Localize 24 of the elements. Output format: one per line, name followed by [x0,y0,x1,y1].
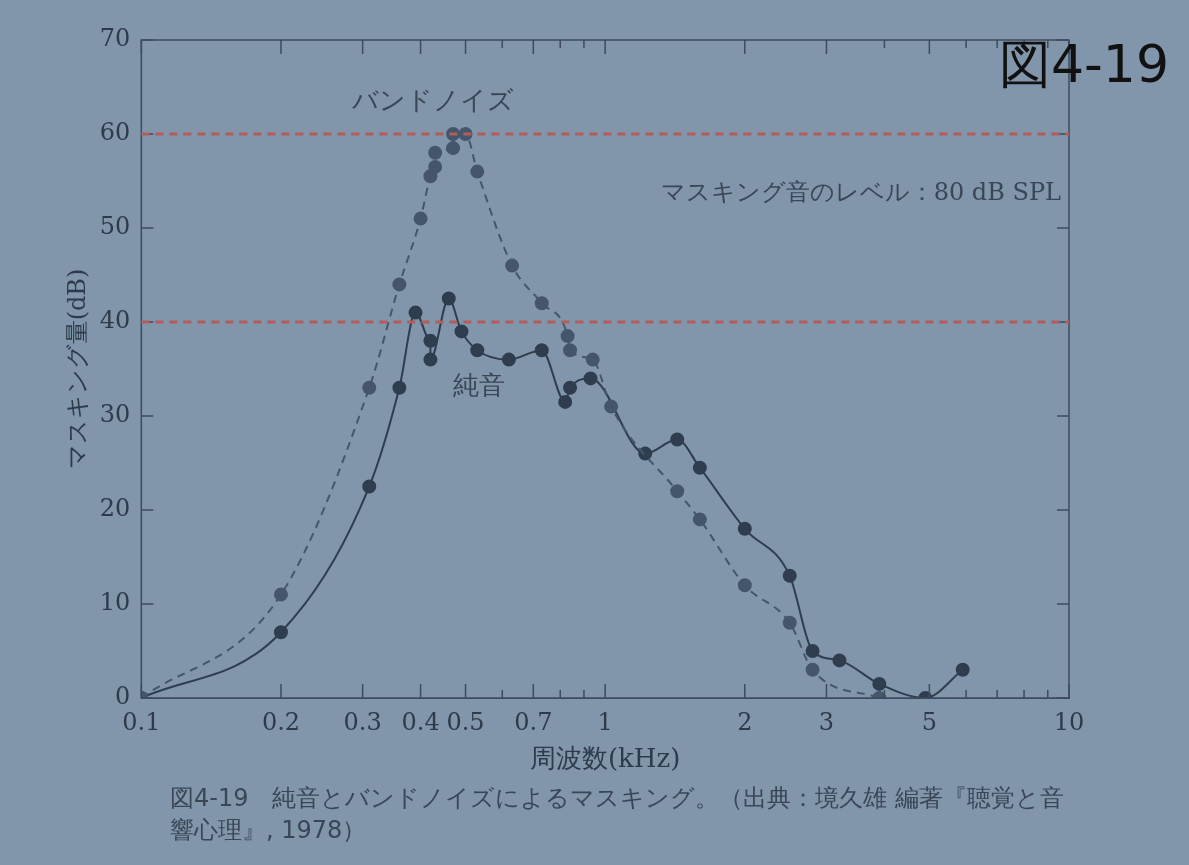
y-tick-label: 20 [99,494,131,523]
legend-label: バンドノイズ [351,85,515,115]
x-tick-label: 0.5 [446,707,485,736]
y-axis-title: マスキング量(dB) [62,268,91,470]
y-tick-label: 30 [99,400,131,429]
x-tick-label: 1 [597,707,613,736]
y-tick-label: 60 [99,118,131,147]
x-tick-label: 10 [1053,707,1085,736]
caption: 図4-19 純音とバンドノイズによるマスキング。（出典：境久雄 編著『聴覚と音響心理』, 1978） [170,783,1066,846]
x-axis-title: 周波数(kHz) [529,743,681,774]
x-tick-label: 0.7 [514,707,553,736]
chart-title: 図4-19 [998,33,1169,96]
x-tick-label: 5 [921,707,938,736]
series-label: 純音 [452,369,505,400]
annotation: マスキング音のレベル：80 dB SPL [660,178,1062,206]
y-tick-label: 50 [99,212,131,241]
x-tick-label: 0.4 [401,707,440,736]
x-tick-label: 0.3 [343,707,382,736]
y-tick-label: 40 [99,306,131,335]
y-tick-label: 10 [99,588,131,617]
x-tick-label: 0.2 [261,707,301,736]
x-tick-label: 3 [818,707,835,736]
x-tick-label: 2 [737,707,753,736]
y-tick-label: 70 [99,24,131,53]
